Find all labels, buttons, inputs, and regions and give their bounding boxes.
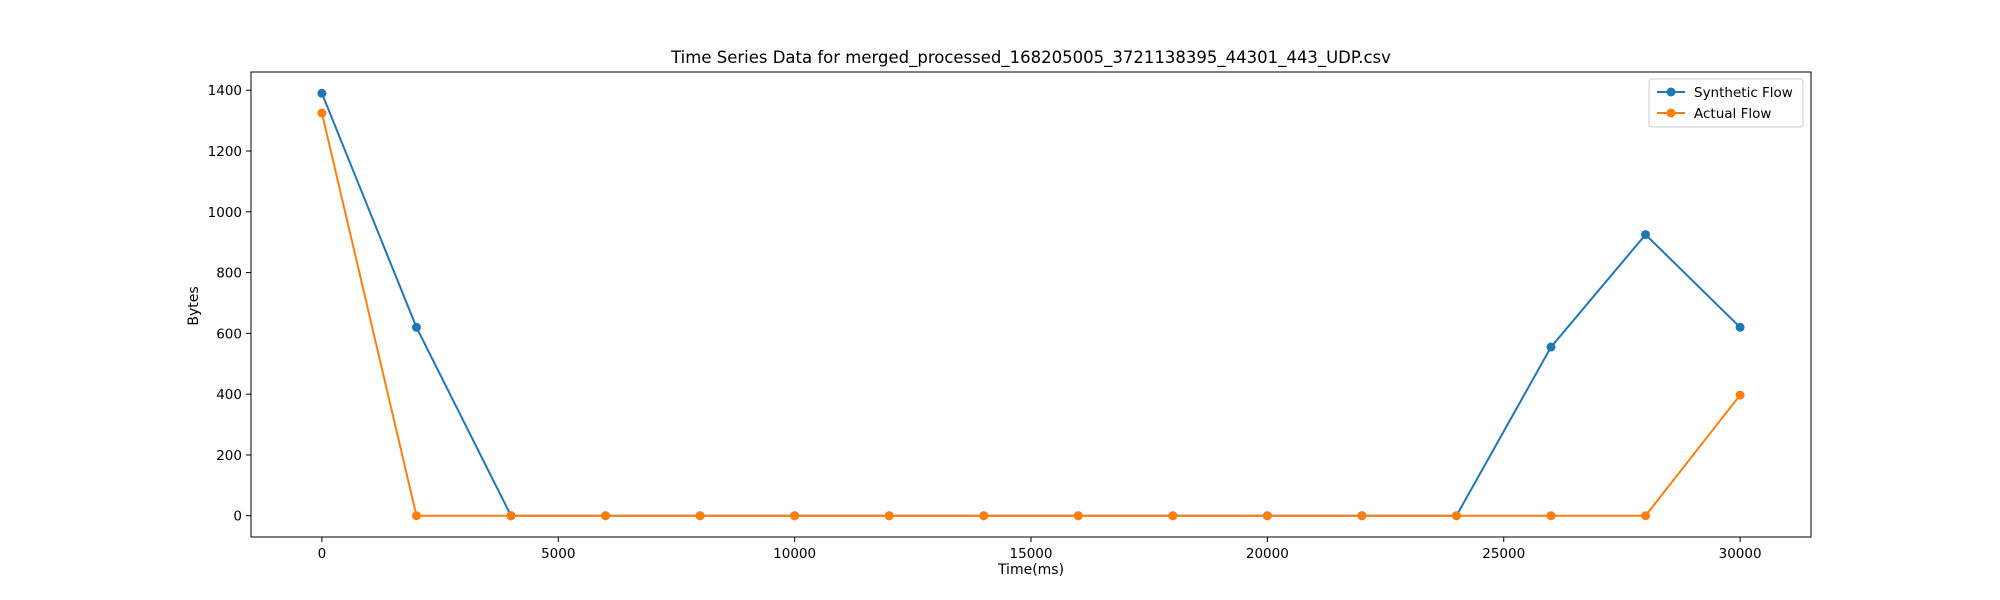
data-point-actual-flow (1357, 511, 1367, 521)
data-point-actual-flow (1641, 511, 1651, 521)
y-tick-label: 0 (233, 509, 242, 525)
data-point-actual-flow (506, 511, 516, 521)
data-point-actual-flow (411, 511, 421, 521)
x-tick-label: 0 (318, 546, 327, 562)
data-point-synthetic-flow (411, 322, 421, 332)
y-tick-label: 600 (216, 326, 242, 342)
data-point-synthetic-flow (1735, 322, 1745, 332)
data-point-synthetic-flow (1641, 230, 1651, 240)
legend-label-actual-flow: Actual Flow (1694, 106, 1771, 122)
data-point-actual-flow (979, 511, 989, 521)
data-point-actual-flow (1168, 511, 1178, 521)
x-tick-label: 10000 (773, 546, 816, 562)
x-tick-label: 25000 (1482, 546, 1525, 562)
legend-marker-synthetic-flow (1666, 87, 1676, 97)
y-tick-label: 200 (216, 448, 242, 464)
x-axis-label: Time(ms) (997, 562, 1064, 578)
plot-area: 0 5000 10000 15000 20000 25000 30000 0 200 400 600… (208, 71, 1812, 562)
data-point-actual-flow (601, 511, 611, 521)
y-axis-label: Bytes (186, 286, 202, 325)
legend-frame (1648, 78, 1804, 128)
x-tick-label: 20000 (1246, 546, 1289, 562)
y-tick-label: 1400 (208, 83, 242, 99)
data-point-actual-flow (884, 511, 894, 521)
data-point-actual-flow (695, 511, 705, 521)
data-point-synthetic-flow (317, 88, 327, 98)
data-point-actual-flow (1546, 511, 1556, 521)
legend: Synthetic Flow Actual Flow (1648, 78, 1804, 128)
legend-label-synthetic-flow: Synthetic Flow (1694, 85, 1793, 101)
y-tick-label: 400 (216, 387, 242, 403)
data-point-synthetic-flow (1546, 342, 1556, 352)
chart-title: Time Series Data for merged_processed_16… (670, 48, 1391, 68)
x-tick-label: 30000 (1719, 546, 1762, 562)
data-point-actual-flow (1735, 390, 1745, 400)
series-line-actual-flow (320, 112, 1741, 517)
y-tick-label: 800 (216, 266, 242, 282)
x-tick-label: 5000 (541, 546, 575, 562)
data-point-actual-flow (790, 511, 800, 521)
y-tick-label: 1200 (208, 144, 242, 160)
legend-marker-actual-flow (1666, 108, 1676, 118)
data-point-actual-flow (1073, 511, 1083, 521)
data-point-actual-flow (1262, 511, 1272, 521)
data-point-actual-flow (1451, 511, 1461, 521)
data-point-actual-flow (317, 108, 327, 118)
y-tick-label: 1000 (208, 205, 242, 221)
x-tick-label: 15000 (1010, 546, 1053, 562)
